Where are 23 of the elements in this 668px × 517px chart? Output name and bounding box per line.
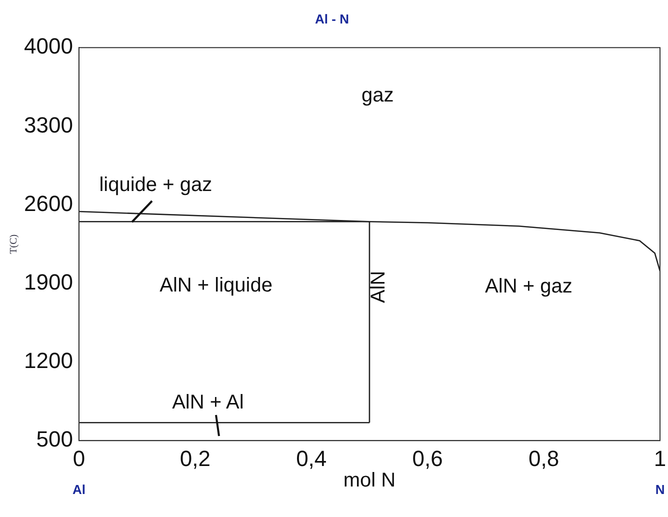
x-tick-label: 1 (654, 446, 666, 471)
y-tick-label: 2600 (24, 190, 73, 216)
annotation: AlN + gaz (485, 275, 572, 298)
annotation: AlN + Al (172, 391, 244, 414)
x-tick-label: 0,4 (296, 446, 327, 471)
y-tick-label: 1200 (24, 348, 73, 374)
y-tick-label: 3300 (24, 112, 73, 138)
y-tick-label: 4000 (24, 34, 73, 59)
x-tick-label: 0,6 (412, 446, 443, 471)
annotation: AlN (367, 270, 390, 304)
x-tick-label: 0,2 (180, 446, 210, 471)
annotation: gaz (361, 84, 394, 106)
chart-title: Al - N (315, 11, 349, 26)
annotation: AlN + liquide (160, 274, 272, 297)
x-axis-title: mol N (343, 470, 396, 492)
text: N (655, 482, 665, 498)
annotation: liquide + gaz (99, 174, 212, 196)
x-tick-label: 0 (72, 446, 86, 471)
x-tick-label: 0,8 (528, 446, 560, 471)
y-tick-label: 1900 (24, 269, 73, 294)
text: Al (72, 482, 86, 498)
y-axis-title: T(C) (8, 234, 20, 254)
y-tick-label: 500 (36, 426, 73, 452)
